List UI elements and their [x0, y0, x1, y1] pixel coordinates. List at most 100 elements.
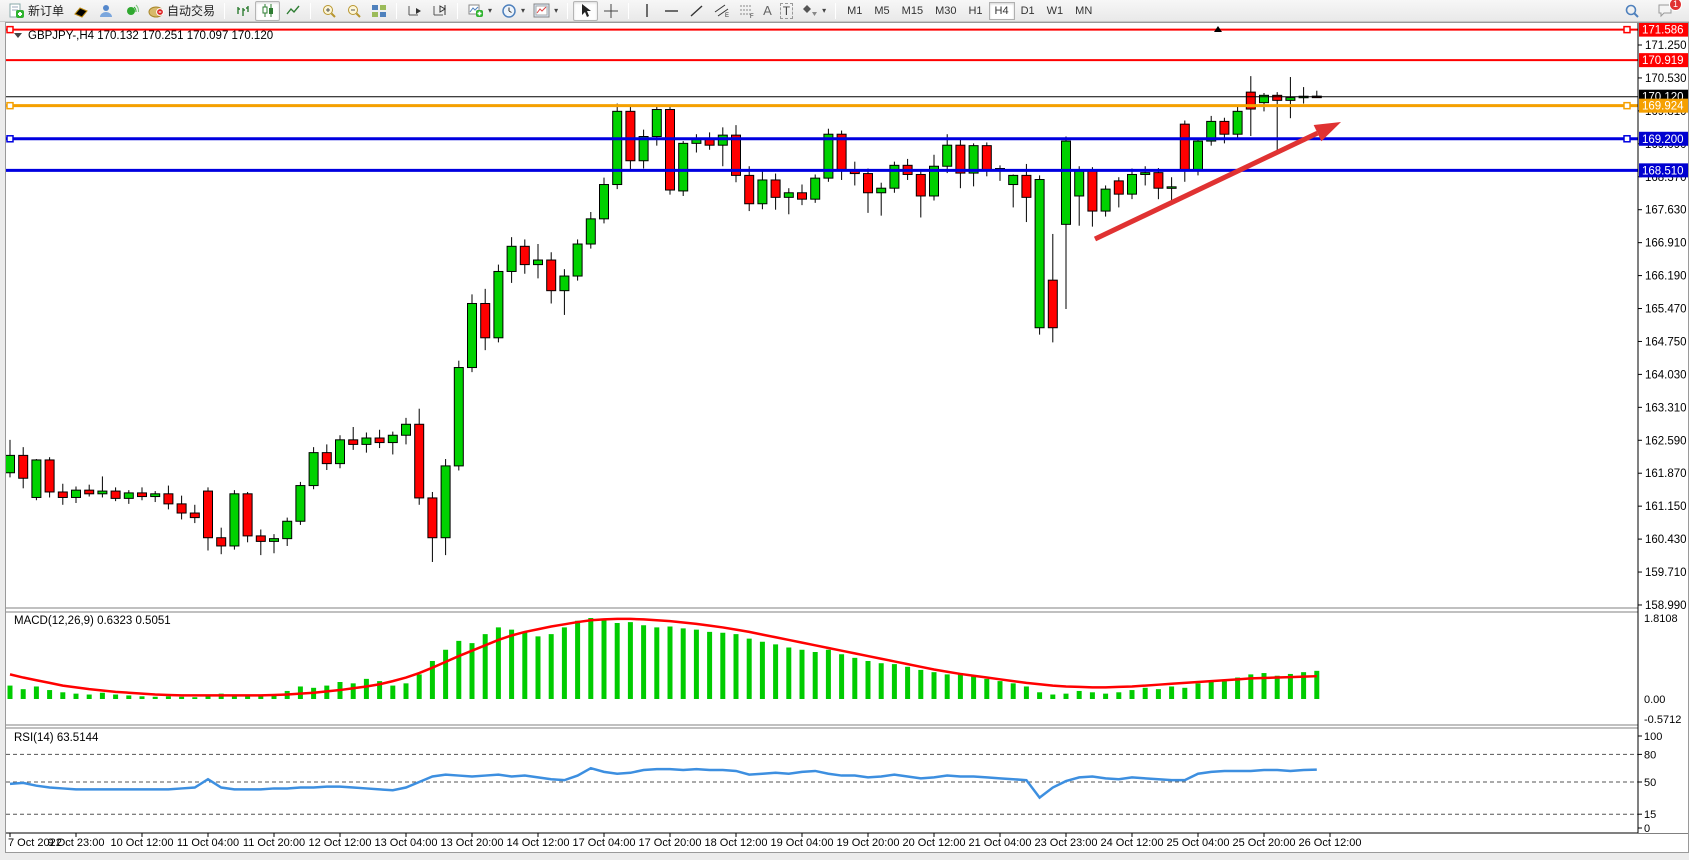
- tf-d1-button[interactable]: D1: [1020, 4, 1035, 17]
- template-icon: [533, 2, 550, 19]
- svg-text:171.586: 171.586: [1642, 25, 1684, 37]
- cursor-tool-button[interactable]: [573, 0, 599, 21]
- svg-text:167.630: 167.630: [1645, 205, 1687, 217]
- svg-text:169.200: 169.200: [1642, 134, 1684, 146]
- svg-text:20 Oct 12:00: 20 Oct 12:00: [903, 837, 966, 849]
- tip-button[interactable]: [68, 1, 93, 21]
- svg-text:171.250: 171.250: [1645, 40, 1687, 52]
- svg-text:23 Oct 23:00: 23 Oct 23:00: [1035, 837, 1098, 849]
- toolbar-separator: [396, 2, 398, 19]
- shapes-tool-button[interactable]: ▾: [797, 1, 830, 21]
- channel-tool-button[interactable]: E: [709, 1, 734, 21]
- window-bottom-strip: [0, 853, 1689, 860]
- search-button[interactable]: [1619, 1, 1644, 21]
- svg-text:25 Oct 20:00: 25 Oct 20:00: [1233, 837, 1296, 849]
- svg-text:-0.5712: -0.5712: [1644, 714, 1681, 726]
- vline-tool-button[interactable]: [634, 1, 659, 21]
- svg-text:10 Oct 12:00: 10 Oct 12:00: [111, 837, 174, 849]
- tf-h1-button[interactable]: H1: [968, 4, 983, 17]
- cursor-icon: [577, 2, 594, 19]
- svg-text:21 Oct 04:00: 21 Oct 04:00: [969, 837, 1032, 849]
- notifications-button[interactable]: 1: [1652, 0, 1682, 21]
- profiles-button[interactable]: ▾: [496, 1, 529, 21]
- bar-chart-button[interactable]: [230, 1, 255, 21]
- bar-chart-icon: [234, 2, 251, 19]
- svg-text:24 Oct 12:00: 24 Oct 12:00: [1101, 837, 1164, 849]
- candlestick-chart-button[interactable]: [255, 0, 281, 21]
- horizontal-line-icon: [663, 2, 680, 19]
- svg-text:E: E: [725, 13, 729, 18]
- tf-m30-button[interactable]: M30: [935, 4, 957, 17]
- clock-icon: [500, 2, 517, 19]
- crosshair-tool-button[interactable]: [598, 1, 623, 21]
- svg-text:169.924: 169.924: [1642, 101, 1684, 113]
- svg-text:1.8108: 1.8108: [1644, 613, 1678, 625]
- svg-text:9 Oct 23:00: 9 Oct 23:00: [48, 837, 105, 849]
- signal-button[interactable]: [118, 1, 143, 21]
- tf-w1-button[interactable]: W1: [1046, 4, 1064, 17]
- dropdown-caret: ▾: [822, 6, 827, 15]
- svg-text:26 Oct 12:00: 26 Oct 12:00: [1299, 837, 1362, 849]
- svg-text:159.710: 159.710: [1645, 567, 1687, 579]
- fibonacci-icon: F: [738, 2, 755, 19]
- svg-text:0.00: 0.00: [1644, 694, 1665, 706]
- crosshair-icon: [602, 2, 619, 19]
- svg-text:170.919: 170.919: [1642, 55, 1684, 67]
- svg-text:15: 15: [1644, 809, 1656, 821]
- svg-text:158.990: 158.990: [1645, 600, 1687, 612]
- svg-text:170.530: 170.530: [1645, 73, 1687, 85]
- line-chart-icon: [284, 2, 301, 19]
- main-toolbar: 新订单 自动交易: [0, 0, 1689, 22]
- svg-text:162.590: 162.590: [1645, 435, 1687, 447]
- svg-text:0: 0: [1644, 823, 1650, 835]
- zoom-out-button[interactable]: [341, 1, 366, 21]
- svg-text:50: 50: [1644, 777, 1656, 789]
- autoscroll-button[interactable]: [402, 1, 427, 21]
- trendline-tool-button[interactable]: [684, 1, 709, 21]
- templates-button[interactable]: ▾: [529, 1, 562, 21]
- fibonacci-tool-button[interactable]: F: [734, 1, 759, 21]
- tf-m5-button[interactable]: M5: [874, 4, 890, 17]
- tf-mn-button[interactable]: MN: [1075, 4, 1093, 17]
- svg-text:17 Oct 04:00: 17 Oct 04:00: [573, 837, 636, 849]
- svg-text:11 Oct 20:00: 11 Oct 20:00: [243, 837, 305, 849]
- shapes-icon: [801, 2, 818, 19]
- svg-text:165.470: 165.470: [1645, 304, 1687, 316]
- svg-text:MACD(12,26,9) 0.6323 0.5051: MACD(12,26,9) 0.6323 0.5051: [14, 615, 171, 627]
- svg-text:12 Oct 12:00: 12 Oct 12:00: [309, 837, 372, 849]
- hline-tool-button[interactable]: [659, 1, 684, 21]
- new-order-button[interactable]: 新订单: [4, 1, 68, 21]
- chart-shift-icon: [431, 2, 448, 19]
- svg-text:25 Oct 04:00: 25 Oct 04:00: [1167, 837, 1230, 849]
- line-chart-button[interactable]: [280, 1, 305, 21]
- svg-text:F: F: [750, 14, 754, 18]
- new-chart-button[interactable]: ▾: [463, 1, 496, 21]
- toolbar-separator: [835, 2, 837, 19]
- toolbar-separator: [310, 2, 312, 19]
- zoom-in-button[interactable]: [316, 1, 341, 21]
- svg-text:168.510: 168.510: [1642, 165, 1684, 177]
- toolbar-separator: [224, 2, 226, 19]
- profile-button[interactable]: [93, 1, 118, 21]
- trendline-icon: [688, 2, 705, 19]
- tf-h4-button[interactable]: H4: [988, 1, 1015, 20]
- label-tool-button[interactable]: T: [776, 1, 797, 21]
- svg-text:17 Oct 20:00: 17 Oct 20:00: [639, 837, 702, 849]
- tile-windows-icon: [370, 2, 387, 19]
- dropdown-caret: ▾: [554, 6, 559, 15]
- tf-m15-button[interactable]: M15: [901, 4, 924, 17]
- svg-text:19 Oct 04:00: 19 Oct 04:00: [771, 837, 834, 849]
- svg-text:GBPJPY-,H4 170.132 170.251 17: GBPJPY-,H4 170.132 170.251 170.097 170.1…: [28, 30, 273, 42]
- svg-text:164.030: 164.030: [1645, 369, 1687, 381]
- svg-text:11 Oct 04:00: 11 Oct 04:00: [177, 837, 239, 849]
- tf-m1-button[interactable]: M1: [847, 4, 863, 17]
- chart-shift-button[interactable]: [427, 1, 452, 21]
- text-tool-button[interactable]: A: [759, 1, 776, 21]
- autotrade-button[interactable]: 自动交易: [143, 1, 219, 21]
- toolbar-separator: [628, 2, 630, 19]
- dropdown-caret: ▾: [488, 6, 493, 15]
- text-tool-icon: A: [763, 3, 772, 18]
- tile-windows-button[interactable]: [366, 1, 391, 21]
- new-chart-icon: [467, 2, 484, 19]
